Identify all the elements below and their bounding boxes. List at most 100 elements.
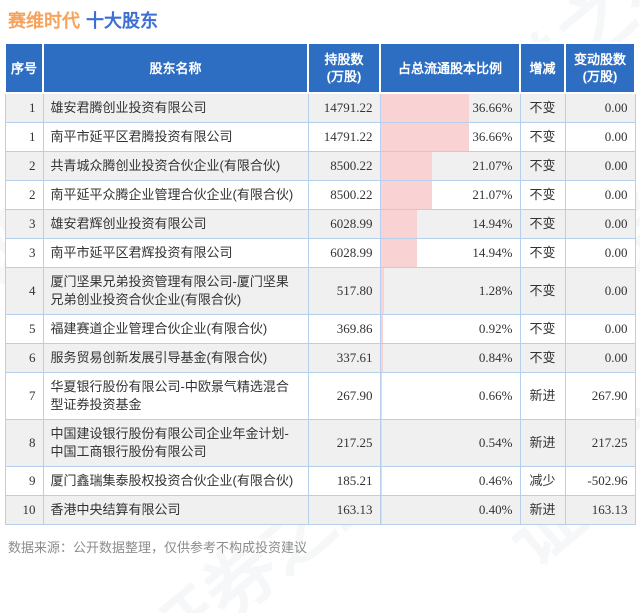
pct-value: 21.07% xyxy=(472,158,513,173)
table-row: 3 南平市延平区君辉投资有限公司 6028.99 14.94% 不变 0.00 xyxy=(4,238,636,268)
pct-of-float-cell: 14.94% xyxy=(379,238,521,268)
table-row: 6 服务贸易创新发展引导基金(有限合伙) 337.61 0.84% 不变 0.0… xyxy=(4,343,636,373)
column-header: 占总流通股本比例 xyxy=(379,42,521,94)
rank-cell: 1 xyxy=(4,122,44,152)
rank-cell: 2 xyxy=(4,151,44,181)
shareholder-name-cell: 中国建设银行股份有限公司企业年金计划-中国工商银行股份有限公司 xyxy=(42,419,309,467)
shares-held-cell: 517.80 xyxy=(307,267,381,315)
shareholder-name-cell: 厦门坚果兄弟投资管理有限公司-厦门坚果兄弟创业投资合伙企业(有限合伙) xyxy=(42,267,309,315)
pct-bar xyxy=(381,373,383,419)
change-direction-cell: 不变 xyxy=(519,314,566,344)
pct-value: 0.84% xyxy=(478,350,513,365)
change-direction-cell: 新进 xyxy=(519,419,566,467)
column-header: 持股数 (万股) xyxy=(307,42,381,94)
data-source-note: 数据来源：公开数据整理，仅供参考不构成投资建议 xyxy=(8,540,308,555)
table-row: 3 雄安君辉创业投资有限公司 6028.99 14.94% 不变 0.00 xyxy=(4,209,636,239)
pct-value: 0.54% xyxy=(478,435,513,450)
pct-of-float-cell: 36.66% xyxy=(379,92,521,123)
change-shares-cell: 0.00 xyxy=(564,209,636,239)
shares-held-cell: 267.90 xyxy=(307,372,381,420)
change-direction-cell: 不变 xyxy=(519,92,566,123)
change-shares-cell: -502.96 xyxy=(564,466,636,496)
stock-name: 赛维时代 xyxy=(8,11,80,31)
table-row: 10 香港中央结算有限公司 163.13 0.40% 新进 163.13 xyxy=(4,495,636,525)
shareholder-name-cell: 香港中央结算有限公司 xyxy=(42,495,309,525)
table-row: 1 南平市延平区君腾投资有限公司 14791.22 36.66% 不变 0.00 xyxy=(4,122,636,152)
change-shares-cell: 0.00 xyxy=(564,343,636,373)
shares-held-cell: 337.61 xyxy=(307,343,381,373)
pct-bar xyxy=(381,268,384,314)
shares-held-cell: 14791.22 xyxy=(307,92,381,123)
pct-bar xyxy=(381,210,417,238)
section-title: 十大股东 xyxy=(86,11,158,31)
change-direction-cell: 不变 xyxy=(519,151,566,181)
pct-of-float-cell: 0.46% xyxy=(379,466,521,496)
pct-bar xyxy=(381,123,470,151)
shareholder-name-cell: 华夏银行股份有限公司-中欧景气精选混合型证券投资基金 xyxy=(42,372,309,420)
pct-value: 0.92% xyxy=(478,321,513,336)
rank-cell: 3 xyxy=(4,238,44,268)
pct-of-float-cell: 0.84% xyxy=(379,343,521,373)
shareholder-name-cell: 服务贸易创新发展引导基金(有限合伙) xyxy=(42,343,309,373)
pct-bar xyxy=(381,181,432,209)
column-header: 序号 xyxy=(4,42,44,94)
rank-cell: 6 xyxy=(4,343,44,373)
change-direction-cell: 不变 xyxy=(519,180,566,210)
pct-of-float-cell: 0.92% xyxy=(379,314,521,344)
table-body: 1 雄安君腾创业投资有限公司 14791.22 36.66% 不变 0.00 1… xyxy=(4,92,636,525)
change-direction-cell: 不变 xyxy=(519,343,566,373)
table-header-row: 序号 股东名称 持股数 (万股) 占总流通股本比例 增减 变动股数 (万股) xyxy=(4,42,636,94)
table-row: 1 雄安君腾创业投资有限公司 14791.22 36.66% 不变 0.00 xyxy=(4,92,636,123)
shares-held-cell: 6028.99 xyxy=(307,209,381,239)
shareholder-name-cell: 共青城众腾创业投资合伙企业(有限合伙) xyxy=(42,151,309,181)
pct-bar xyxy=(381,344,383,372)
change-direction-cell: 减少 xyxy=(519,466,566,496)
table-row: 8 中国建设银行股份有限公司企业年金计划-中国工商银行股份有限公司 217.25… xyxy=(4,419,636,467)
pct-of-float-cell: 0.66% xyxy=(379,372,521,420)
rank-cell: 4 xyxy=(4,267,44,315)
change-shares-cell: 217.25 xyxy=(564,419,636,467)
pct-bar xyxy=(381,94,470,122)
column-header: 增减 xyxy=(519,42,566,94)
pct-of-float-cell: 21.07% xyxy=(379,180,521,210)
table-row: 7 华夏银行股份有限公司-中欧景气精选混合型证券投资基金 267.90 0.66… xyxy=(4,372,636,420)
shareholder-name-cell: 南平延平众腾企业管理合伙企业(有限合伙) xyxy=(42,180,309,210)
rank-cell: 5 xyxy=(4,314,44,344)
shares-held-cell: 8500.22 xyxy=(307,151,381,181)
rank-cell: 8 xyxy=(4,419,44,467)
shareholder-name-cell: 南平市延平区君辉投资有限公司 xyxy=(42,238,309,268)
change-shares-cell: 0.00 xyxy=(564,92,636,123)
rank-cell: 1 xyxy=(4,92,44,123)
change-shares-cell: 0.00 xyxy=(564,314,636,344)
table-row: 9 厦门鑫瑞集泰股权投资合伙企业(有限合伙) 185.21 0.46% 减少 -… xyxy=(4,466,636,496)
change-direction-cell: 不变 xyxy=(519,122,566,152)
pct-value: 0.66% xyxy=(478,388,513,403)
rank-cell: 2 xyxy=(4,180,44,210)
pct-of-float-cell: 14.94% xyxy=(379,209,521,239)
pct-bar xyxy=(381,315,383,343)
pct-value: 36.66% xyxy=(472,129,513,144)
pct-of-float-cell: 0.54% xyxy=(379,419,521,467)
change-direction-cell: 新进 xyxy=(519,495,566,525)
pct-bar xyxy=(381,467,382,495)
pct-value: 0.46% xyxy=(478,473,513,488)
shares-held-cell: 185.21 xyxy=(307,466,381,496)
pct-value: 0.40% xyxy=(478,502,513,517)
pct-bar xyxy=(381,496,382,524)
pct-of-float-cell: 21.07% xyxy=(379,151,521,181)
change-shares-cell: 0.00 xyxy=(564,267,636,315)
pct-of-float-cell: 0.40% xyxy=(379,495,521,525)
shareholder-name-cell: 雄安君辉创业投资有限公司 xyxy=(42,209,309,239)
shares-held-cell: 8500.22 xyxy=(307,180,381,210)
change-shares-cell: 0.00 xyxy=(564,238,636,268)
change-shares-cell: 163.13 xyxy=(564,495,636,525)
page-title: 赛维时代 十大股东 xyxy=(0,0,640,42)
table-row: 2 南平延平众腾企业管理合伙企业(有限合伙) 8500.22 21.07% 不变… xyxy=(4,180,636,210)
pct-bar xyxy=(381,152,432,180)
pct-of-float-cell: 36.66% xyxy=(379,122,521,152)
shareholder-name-cell: 厦门鑫瑞集泰股权投资合伙企业(有限合伙) xyxy=(42,466,309,496)
shareholder-name-cell: 南平市延平区君腾投资有限公司 xyxy=(42,122,309,152)
rank-cell: 3 xyxy=(4,209,44,239)
change-shares-cell: 0.00 xyxy=(564,180,636,210)
shares-held-cell: 14791.22 xyxy=(307,122,381,152)
